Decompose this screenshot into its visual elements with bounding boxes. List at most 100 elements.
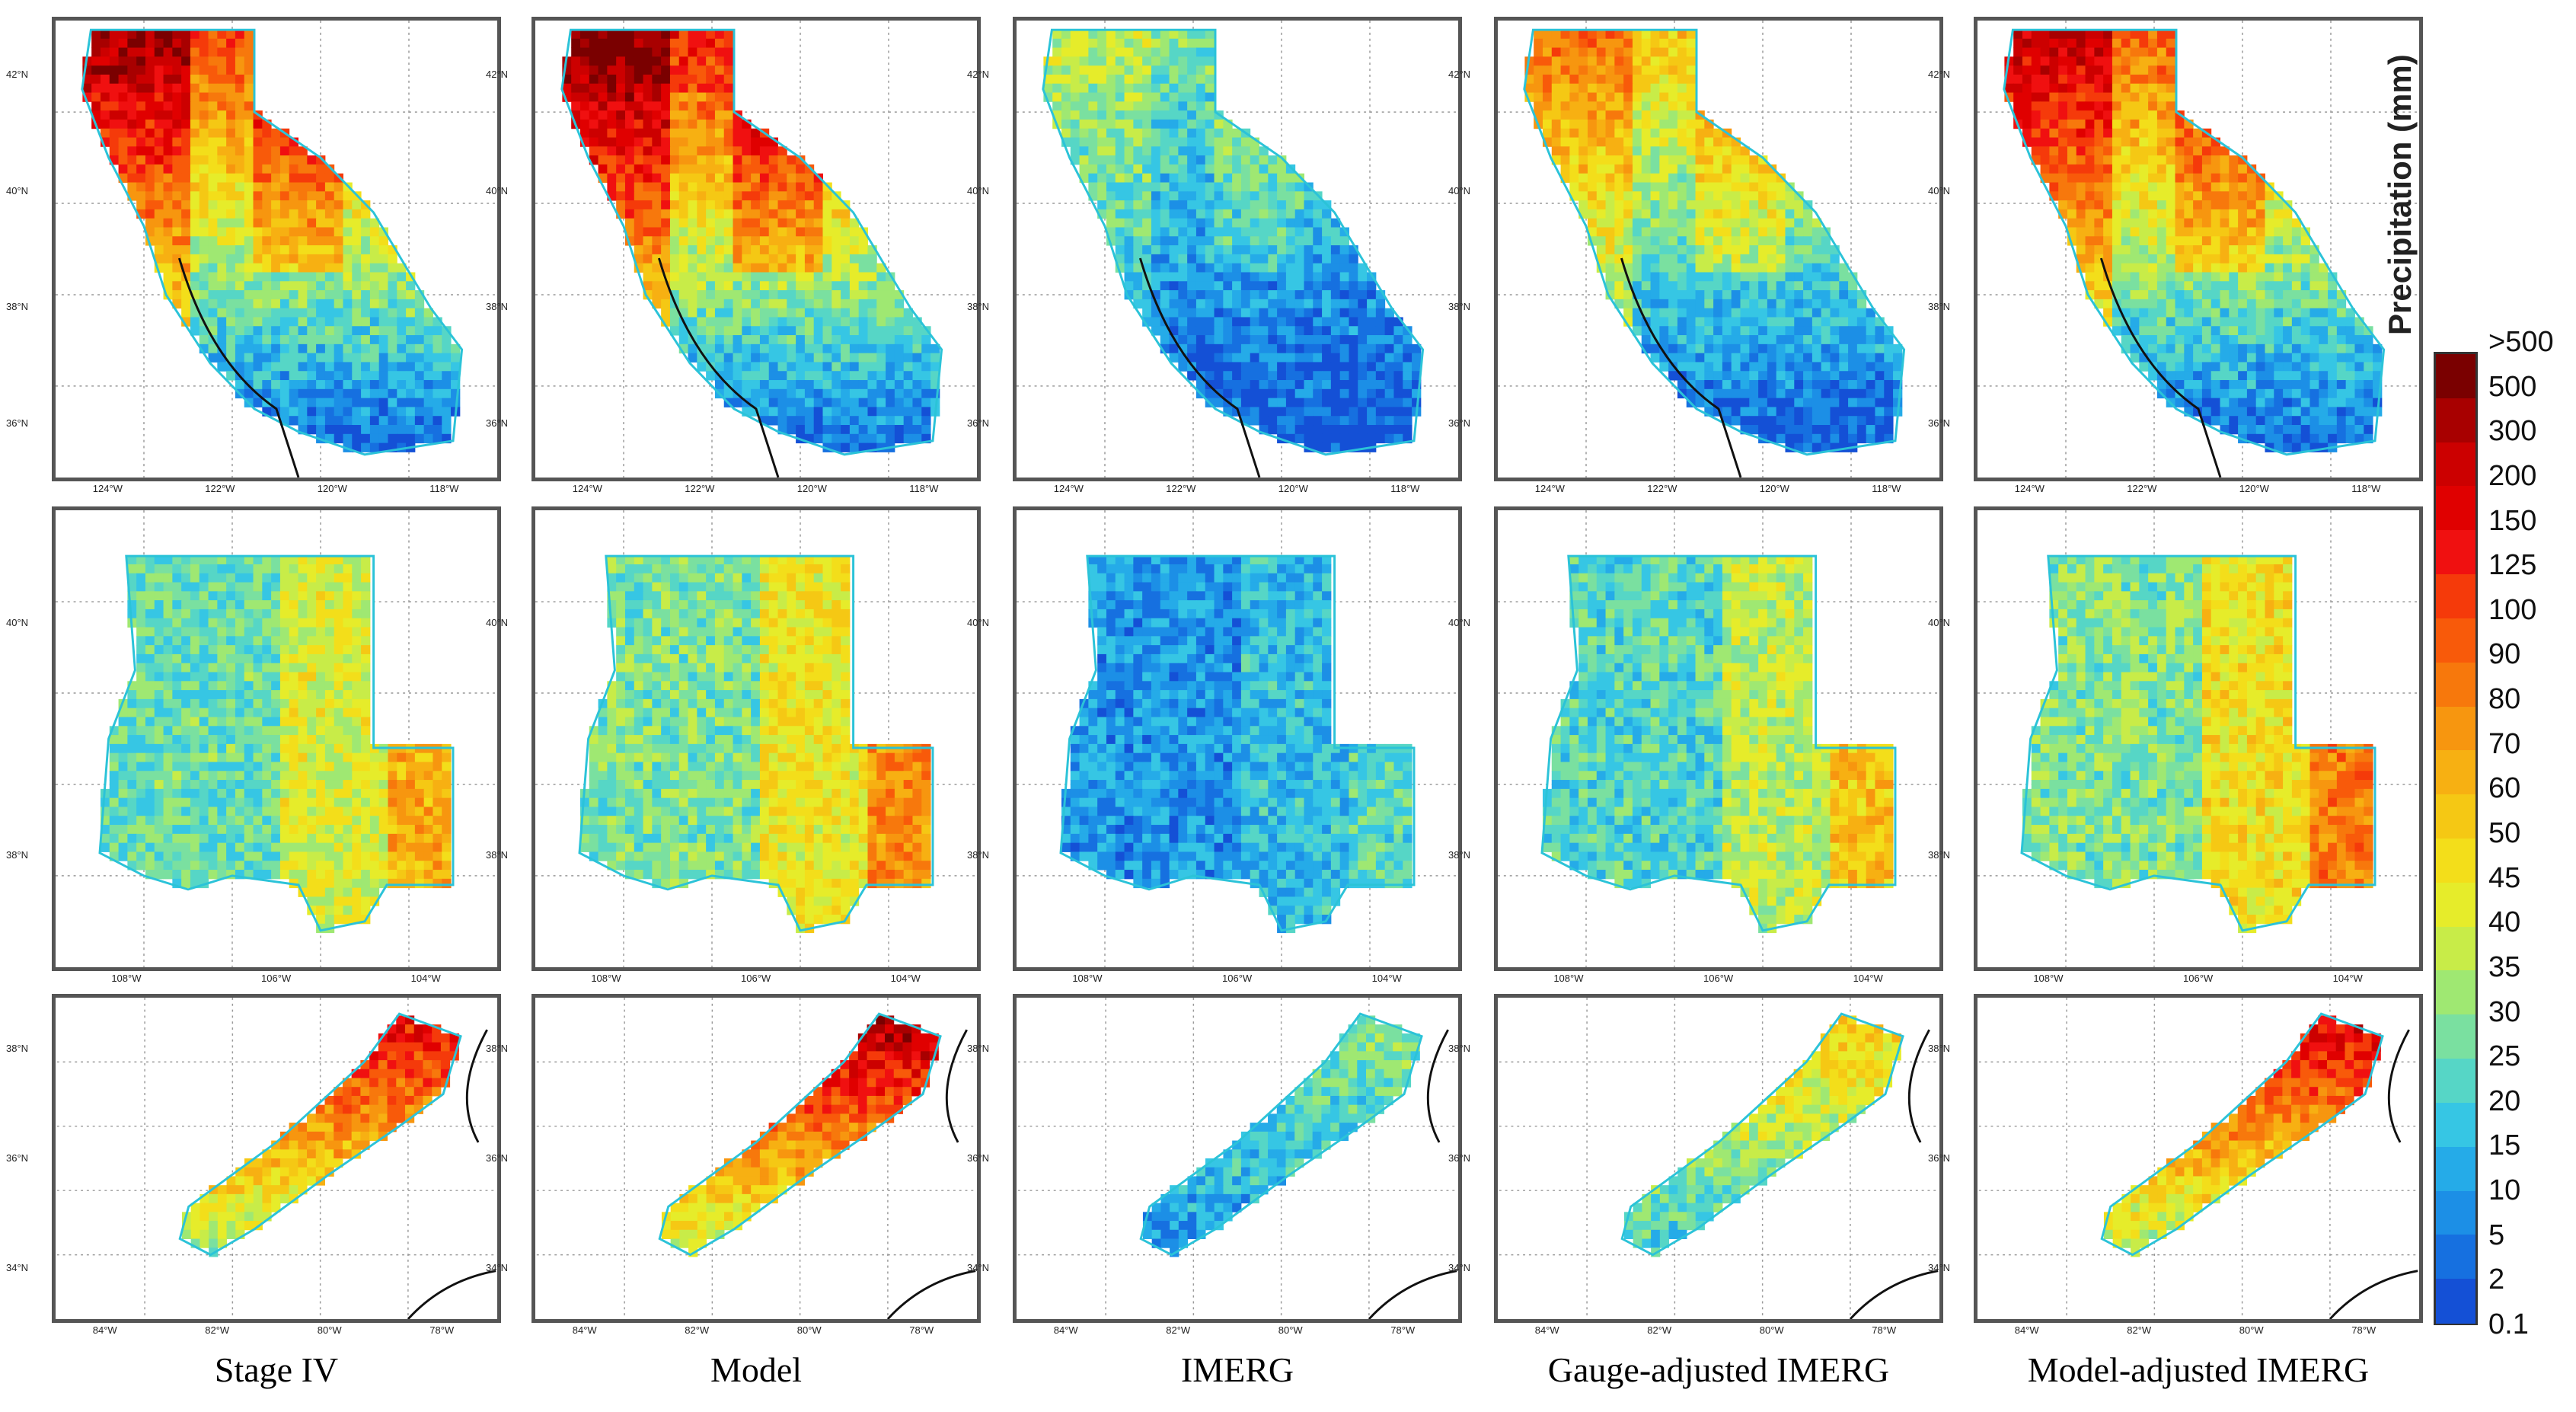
precip-cell [733, 254, 742, 264]
precip-cell [1223, 388, 1233, 399]
precip-cell [723, 29, 734, 40]
precip-cell [2085, 146, 2095, 156]
precip-cell [1358, 335, 1368, 345]
precip-cell [796, 281, 806, 291]
precip-cell [1668, 65, 1678, 75]
precip-cell [244, 200, 254, 210]
precip-cell [1106, 182, 1116, 192]
precip-cell [1160, 281, 1170, 291]
precip-cell [1304, 290, 1314, 300]
precip-cell [163, 218, 173, 228]
precip-cell [1731, 335, 1741, 345]
precip-cell [1169, 236, 1179, 246]
precip-cell [199, 56, 209, 66]
precip-cell [1285, 407, 1296, 417]
precip-cell [2130, 173, 2140, 183]
precip-cell [1169, 317, 1179, 327]
precip-cell [1578, 83, 1588, 94]
precip-cell [145, 191, 155, 201]
precip-cell [1304, 353, 1314, 363]
precip-cell [723, 200, 734, 210]
precip-cell [867, 425, 877, 435]
precip-cell [1187, 254, 1197, 264]
precip-cell [226, 137, 236, 147]
precip-cell [723, 353, 734, 363]
precip-cell [1285, 425, 1296, 435]
precip-cell [2139, 29, 2149, 40]
precip-cell [2085, 83, 2095, 94]
precip-cell [2175, 191, 2185, 201]
precip-cell [706, 146, 716, 156]
precip-cell [1794, 227, 1804, 237]
precip-cell [199, 146, 209, 156]
precip-cell [199, 47, 209, 57]
precip-cell [579, 74, 590, 85]
precip-cell [1596, 65, 1607, 75]
precip-cell [1596, 119, 1607, 129]
precip-cell [1821, 254, 1831, 264]
precip-cell [1686, 191, 1697, 201]
precip-cell [127, 137, 137, 147]
precip-cell [1875, 335, 1885, 345]
precip-cell [841, 263, 851, 273]
precip-cell [813, 326, 823, 336]
precip-cell [733, 173, 742, 183]
precip-cell [388, 407, 397, 417]
precip-cell [1367, 416, 1377, 426]
precip-cell [163, 146, 173, 156]
precip-cell [1133, 164, 1143, 174]
precip-cell [1205, 245, 1215, 255]
precip-cell [2067, 209, 2077, 219]
precip-cell [1079, 47, 1089, 57]
precip-cell [1232, 308, 1242, 318]
precip-cell [2156, 146, 2167, 156]
precip-cell [832, 343, 841, 354]
precip-cell [1866, 362, 1875, 372]
precip-cell [2022, 119, 2032, 129]
precip-cell [688, 155, 697, 165]
precip-cell [1722, 164, 1732, 174]
precip-cell [1713, 308, 1723, 318]
precip-cell [678, 245, 689, 255]
precip-cell [1731, 173, 1741, 183]
precip-cell [1393, 388, 1403, 399]
precip-cell [1268, 236, 1278, 246]
precip-cell [1358, 343, 1368, 354]
precip-cell [361, 343, 371, 354]
precip-cell [1160, 290, 1170, 300]
precip-cell [759, 407, 770, 417]
precip-cell [912, 398, 922, 407]
lat-tick-label: 42°N [486, 69, 509, 81]
precip-cell [1893, 343, 1903, 354]
precip-cell [1259, 308, 1269, 318]
precip-cell [1839, 380, 1849, 390]
precip-cell [1187, 218, 1197, 228]
precip-cell [1232, 263, 1242, 273]
precip-cell [1695, 343, 1705, 354]
precip-cell [2049, 29, 2059, 40]
precip-cell [1785, 254, 1795, 264]
precip-cell [1704, 146, 1714, 156]
precip-cell [1641, 65, 1652, 75]
precip-cell [1803, 308, 1813, 318]
precip-cell [858, 290, 868, 300]
precip-cell [2085, 191, 2095, 201]
precip-cell [903, 380, 913, 390]
precip-cell [298, 326, 308, 336]
precip-cell [1758, 173, 1768, 183]
precip-cell [589, 47, 599, 57]
precip-cell [414, 388, 425, 399]
precip-cell [1794, 281, 1804, 291]
precip-cell [1294, 425, 1304, 435]
precip-cell [1614, 200, 1624, 210]
precip-cell [1232, 281, 1242, 291]
precip-cell [352, 218, 362, 228]
precip-cell [1384, 388, 1394, 399]
precip-cell [723, 65, 734, 75]
precip-cell [1740, 164, 1750, 174]
precip-cell [759, 362, 770, 372]
precip-cell [163, 110, 173, 120]
precip-cell [334, 407, 343, 417]
precip-cell [2220, 164, 2230, 174]
precip-cell [1313, 218, 1323, 228]
